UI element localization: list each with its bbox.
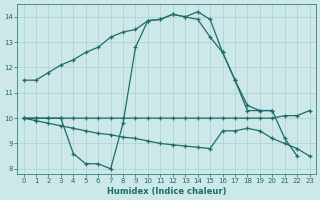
X-axis label: Humidex (Indice chaleur): Humidex (Indice chaleur) [107, 187, 226, 196]
